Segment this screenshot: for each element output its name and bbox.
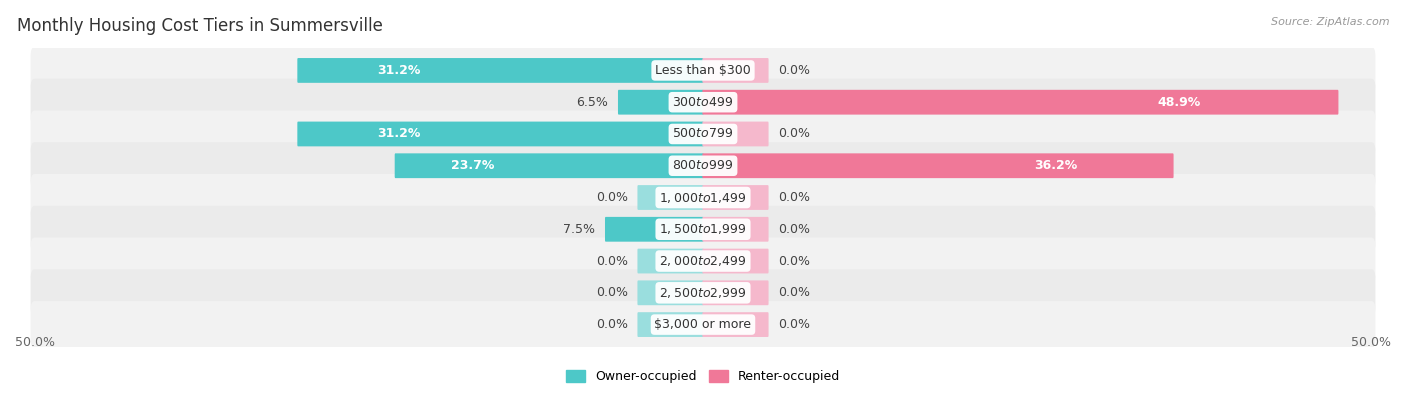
FancyBboxPatch shape: [31, 206, 1375, 253]
FancyBboxPatch shape: [297, 58, 703, 83]
FancyBboxPatch shape: [31, 79, 1375, 126]
Text: 31.2%: 31.2%: [378, 64, 420, 77]
FancyBboxPatch shape: [703, 312, 769, 337]
Text: 0.0%: 0.0%: [779, 127, 810, 140]
Text: 50.0%: 50.0%: [1351, 336, 1391, 349]
FancyBboxPatch shape: [31, 301, 1375, 348]
FancyBboxPatch shape: [31, 110, 1375, 157]
Text: Monthly Housing Cost Tiers in Summersville: Monthly Housing Cost Tiers in Summersvil…: [17, 17, 382, 34]
FancyBboxPatch shape: [703, 90, 1339, 115]
Text: Source: ZipAtlas.com: Source: ZipAtlas.com: [1271, 17, 1389, 27]
FancyBboxPatch shape: [637, 249, 703, 273]
FancyBboxPatch shape: [637, 185, 703, 210]
Text: 0.0%: 0.0%: [779, 286, 810, 299]
FancyBboxPatch shape: [703, 58, 769, 83]
Text: Less than $300: Less than $300: [655, 64, 751, 77]
FancyBboxPatch shape: [31, 174, 1375, 221]
Text: $500 to $799: $500 to $799: [672, 127, 734, 140]
Text: $300 to $499: $300 to $499: [672, 96, 734, 109]
Text: 0.0%: 0.0%: [779, 254, 810, 268]
FancyBboxPatch shape: [395, 154, 703, 178]
Text: 23.7%: 23.7%: [450, 159, 494, 172]
Text: 36.2%: 36.2%: [1033, 159, 1077, 172]
FancyBboxPatch shape: [31, 142, 1375, 189]
Text: 0.0%: 0.0%: [779, 318, 810, 331]
Text: 0.0%: 0.0%: [596, 318, 627, 331]
Text: 0.0%: 0.0%: [779, 191, 810, 204]
FancyBboxPatch shape: [637, 312, 703, 337]
FancyBboxPatch shape: [31, 47, 1375, 94]
FancyBboxPatch shape: [31, 269, 1375, 316]
Text: 48.9%: 48.9%: [1157, 96, 1201, 109]
Text: 0.0%: 0.0%: [596, 286, 627, 299]
FancyBboxPatch shape: [297, 122, 703, 146]
Text: $1,500 to $1,999: $1,500 to $1,999: [659, 222, 747, 236]
Legend: Owner-occupied, Renter-occupied: Owner-occupied, Renter-occupied: [561, 365, 845, 388]
FancyBboxPatch shape: [637, 281, 703, 305]
FancyBboxPatch shape: [703, 154, 1174, 178]
Text: $800 to $999: $800 to $999: [672, 159, 734, 172]
Text: $3,000 or more: $3,000 or more: [655, 318, 751, 331]
Text: $1,000 to $1,499: $1,000 to $1,499: [659, 190, 747, 205]
FancyBboxPatch shape: [619, 90, 703, 115]
FancyBboxPatch shape: [703, 249, 769, 273]
Text: 50.0%: 50.0%: [15, 336, 55, 349]
Text: 0.0%: 0.0%: [779, 223, 810, 236]
Text: 31.2%: 31.2%: [378, 127, 420, 140]
FancyBboxPatch shape: [703, 122, 769, 146]
FancyBboxPatch shape: [703, 281, 769, 305]
Text: 6.5%: 6.5%: [576, 96, 609, 109]
Text: 0.0%: 0.0%: [779, 64, 810, 77]
Text: 0.0%: 0.0%: [596, 254, 627, 268]
FancyBboxPatch shape: [605, 217, 703, 242]
Text: 0.0%: 0.0%: [596, 191, 627, 204]
Text: $2,000 to $2,499: $2,000 to $2,499: [659, 254, 747, 268]
FancyBboxPatch shape: [31, 237, 1375, 285]
FancyBboxPatch shape: [703, 185, 769, 210]
FancyBboxPatch shape: [703, 217, 769, 242]
Text: 7.5%: 7.5%: [564, 223, 595, 236]
Text: $2,500 to $2,999: $2,500 to $2,999: [659, 286, 747, 300]
